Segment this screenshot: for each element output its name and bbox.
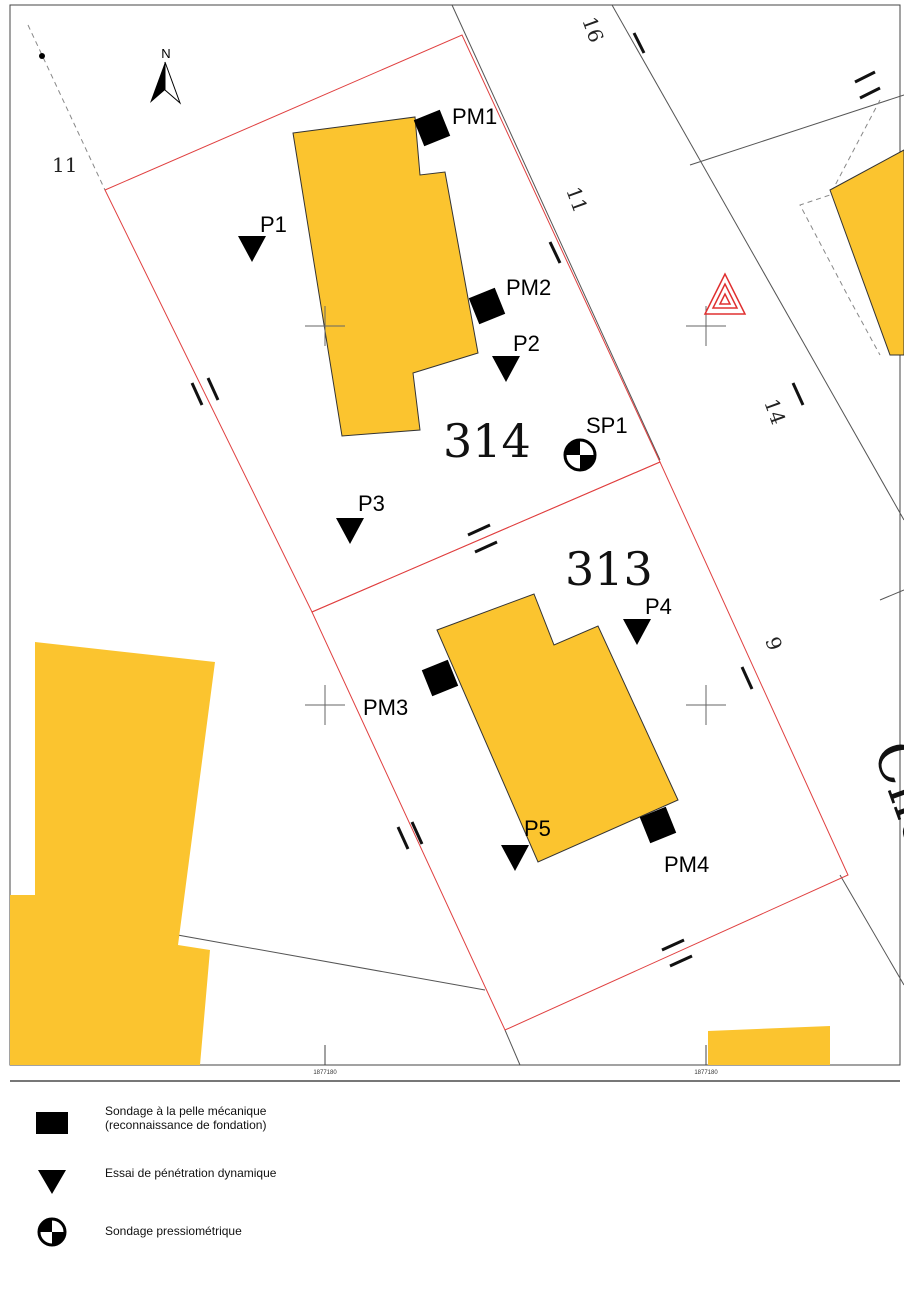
- p2-triangle-icon: [492, 356, 520, 382]
- triangle-marker-icon: [703, 272, 747, 315]
- pressiometer-icon: [36, 1216, 68, 1248]
- legend-item-pressiometre: Sondage pressiométrique: [0, 1216, 904, 1256]
- building-bottom: [708, 1026, 830, 1065]
- legend-text-pressiometre: Sondage pressiométrique: [105, 1224, 242, 1238]
- label-pm4: PM4: [664, 852, 709, 877]
- label-pm1: PM1: [452, 104, 497, 129]
- building-313: [436, 593, 679, 863]
- pm-squares: [413, 109, 677, 844]
- p1-triangle-icon: [238, 236, 266, 262]
- street-number-11-top: 11: [561, 184, 592, 216]
- parcel-313: [311, 461, 849, 1031]
- grid-tick-left: 1877180: [313, 1070, 337, 1076]
- north-arrow-icon: N: [150, 46, 182, 105]
- down-triangle-icon: [36, 1164, 68, 1196]
- building-314: [292, 116, 479, 437]
- label-pm2: PM2: [506, 275, 551, 300]
- map-frame: [9, 4, 901, 1066]
- parcel-boundaries: [104, 34, 849, 1031]
- street-number-11-left: 11: [52, 153, 77, 177]
- p5-triangle-icon: [501, 845, 529, 871]
- black-square-icon: [36, 1106, 68, 1138]
- legend-item-penetration: Essai de pénétration dynamique: [0, 1164, 904, 1204]
- street-number-16: 16: [577, 14, 608, 46]
- bottom-ticks: [324, 1045, 707, 1065]
- legend-text-penetration: Essai de pénétration dynamique: [105, 1166, 277, 1180]
- dashed-boundary: [27, 24, 881, 356]
- street-number-14: 14: [759, 396, 790, 428]
- building-right: [829, 149, 904, 356]
- legend-text-pelle: Sondage à la pelle mécanique (reconnaiss…: [105, 1104, 267, 1132]
- label-p3: P3: [358, 491, 385, 516]
- street-number-9: 9: [760, 634, 787, 654]
- label-p2: P2: [513, 331, 540, 356]
- parcel-label-313: 313: [565, 542, 653, 596]
- street-name-fragment: Che: [861, 733, 904, 856]
- grid-tick-right: 1877180: [694, 1070, 718, 1076]
- sp1-pressiometer-icon: [563, 438, 597, 472]
- buildings: [10, 116, 904, 1065]
- p3-triangle-icon: [336, 518, 364, 544]
- survey-point: [39, 53, 45, 59]
- label-p4: P4: [645, 594, 672, 619]
- building-left: [10, 642, 215, 1065]
- boundary-ticks: [190, 32, 881, 968]
- pm1-square-icon: [413, 109, 451, 147]
- label-sp1: SP1: [586, 413, 628, 438]
- north-label: N: [161, 46, 170, 61]
- label-p1: P1: [260, 212, 287, 237]
- pm3-square-icon: [421, 659, 459, 697]
- cadastral-map: 1877180 1877180 N 16 11 11 14 9 Che 314 …: [9, 4, 904, 1076]
- p-triangles: [238, 236, 651, 871]
- pm4-square-icon: [639, 806, 677, 844]
- label-pm3: PM3: [363, 695, 408, 720]
- p4-triangle-icon: [623, 619, 651, 645]
- pm2-square-icon: [468, 287, 506, 325]
- legend: Sondage à la pelle mécanique (reconnaiss…: [0, 1080, 904, 1308]
- legend-item-pelle: Sondage à la pelle mécanique (reconnaiss…: [0, 1104, 904, 1144]
- parcel-label-314: 314: [443, 414, 531, 468]
- label-p5: P5: [524, 816, 551, 841]
